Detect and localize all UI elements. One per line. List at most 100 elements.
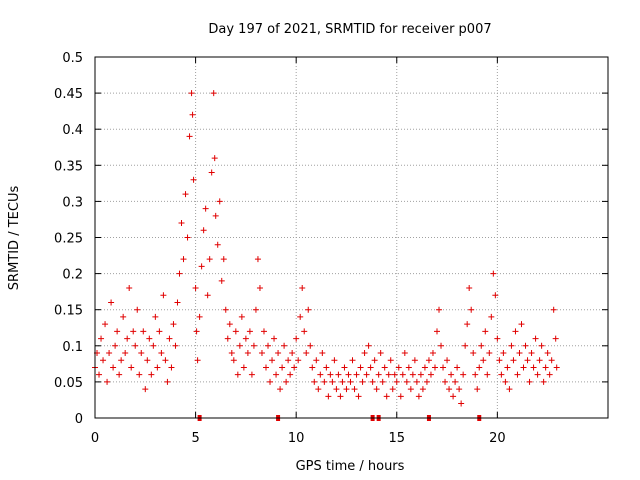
data-point [158,350,165,357]
data-point [317,371,324,378]
data-point [349,357,356,364]
data-point [546,371,553,378]
data-point [460,371,467,378]
data-point [351,386,358,393]
data-point [311,378,318,385]
data-point [379,378,386,385]
data-point [512,328,519,335]
y-tick-label: 0.05 [54,376,83,391]
data-point [448,371,455,378]
data-point [339,378,346,385]
data-point [295,357,302,364]
data-point [486,350,493,357]
data-point [220,256,227,263]
data-point [357,364,364,371]
data-point [367,364,374,371]
data-point [417,371,424,378]
data-point [413,378,420,385]
data-point [440,364,447,371]
data-point [510,357,517,364]
data-point [236,342,243,349]
data-point [470,350,477,357]
data-point [490,270,497,277]
data-point [425,357,432,364]
x-tick-label: 15 [388,431,405,446]
data-points [92,90,560,407]
data-point [100,357,107,364]
data-point [204,292,211,299]
data-point [500,350,507,357]
data-point [211,155,218,162]
data-point [375,371,382,378]
data-point [285,357,292,364]
data-point [172,342,179,349]
data-point [482,328,489,335]
data-point [218,277,225,284]
data-point [114,328,121,335]
data-point [120,313,127,320]
y-tick-label: 0.2 [62,268,83,283]
data-point [319,350,326,357]
data-point [252,306,259,313]
data-point [110,364,117,371]
data-point [411,357,418,364]
y-tick-label: 0.5 [62,51,83,66]
data-point [168,364,175,371]
data-point [323,364,330,371]
data-point [516,350,523,357]
data-point [359,378,366,385]
data-point [116,371,123,378]
data-point [446,386,453,393]
data-point [401,350,408,357]
data-point [156,328,163,335]
data-point [399,371,406,378]
data-point [492,292,499,299]
data-point [134,306,141,313]
data-point [345,371,352,378]
data-point [118,357,125,364]
data-point [526,378,533,385]
data-point [293,335,300,342]
data-point [454,364,461,371]
data-point [462,342,469,349]
data-point [405,364,412,371]
x-tick-label: 5 [191,431,199,446]
data-point [126,285,133,292]
data-point [383,393,390,400]
data-point [540,378,547,385]
data-point [415,393,422,400]
data-point [303,350,310,357]
data-point [263,364,269,371]
data-point [202,205,209,212]
data-point [281,342,288,349]
y-tick-label: 0.35 [54,159,83,174]
data-point [377,350,384,357]
y-tick-label: 0.3 [62,195,83,210]
data-point [508,342,515,349]
data-point [273,371,280,378]
data-point [291,364,298,371]
data-point [385,371,392,378]
data-point [297,313,304,320]
data-point [355,393,362,400]
data-point [534,371,541,378]
data-point [456,386,463,393]
data-point [104,378,111,385]
data-point [480,357,487,364]
data-point [363,371,370,378]
data-point [466,285,473,292]
data-point [452,378,459,385]
y-tick-label: 0.45 [54,87,83,102]
data-point [267,378,274,385]
data-point [301,328,308,335]
data-point [423,378,430,385]
data-point [275,350,282,357]
data-point [438,342,445,349]
data-point [532,335,539,342]
data-point [520,364,527,371]
data-point [337,393,344,400]
data-point [548,357,555,364]
data-point [166,335,173,342]
data-point [369,378,376,385]
x-tick-label: 10 [288,431,305,446]
